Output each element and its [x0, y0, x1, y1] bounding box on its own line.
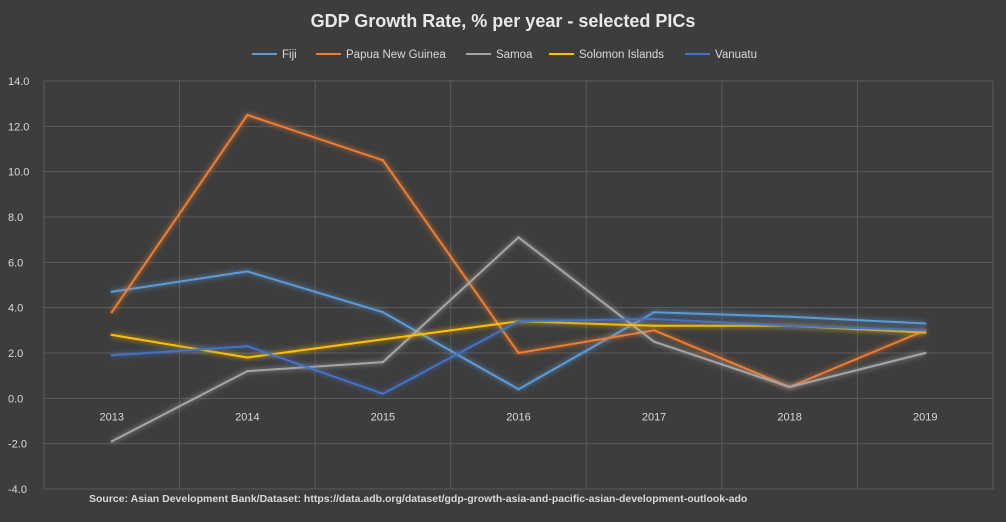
- data-point: [381, 360, 385, 364]
- data-point: [110, 311, 113, 314]
- data-point: [110, 440, 113, 443]
- legend-item: Fiji: [252, 49, 297, 61]
- series-line-fiji: [111, 270, 926, 391]
- data-point: [652, 311, 656, 314]
- legend-label: Solomon Islands: [579, 49, 664, 61]
- data-point: [517, 320, 520, 323]
- data-point: [652, 324, 656, 327]
- data-point: [381, 392, 385, 395]
- gridlines: [43, 80, 994, 490]
- x-tick-label: 2013: [100, 411, 124, 423]
- y-tick-label: 4.0: [8, 303, 23, 315]
- x-tick-label: 2015: [371, 411, 395, 423]
- legend-label: Samoa: [496, 49, 533, 61]
- y-tick-label: 14.0: [8, 76, 29, 88]
- legend-label: Fiji: [282, 49, 297, 61]
- data-point: [517, 388, 520, 391]
- y-tick-label: 0.0: [8, 393, 23, 405]
- data-point: [246, 356, 249, 359]
- data-point: [517, 236, 520, 239]
- data-point: [924, 329, 927, 332]
- data-point: [652, 329, 656, 332]
- legend-item: Samoa: [466, 49, 533, 61]
- y-tick-label: 6.0: [8, 257, 23, 269]
- y-tick-label: 8.0: [8, 212, 23, 224]
- y-tick-label: -4.0: [8, 484, 27, 496]
- series-group: [110, 113, 927, 443]
- x-tick-label: 2018: [777, 411, 801, 423]
- data-point: [110, 333, 113, 337]
- data-point: [924, 351, 927, 355]
- x-tick-label: 2019: [913, 411, 937, 423]
- data-point: [924, 322, 927, 325]
- y-tick-label: 12.0: [8, 121, 29, 133]
- data-point: [788, 385, 791, 389]
- data-point: [381, 338, 385, 341]
- legend-item: Vanuatu: [685, 49, 757, 61]
- legend: Fiji Papua New Guinea Samoa Solomon Islands…: [252, 49, 757, 61]
- data-point: [246, 113, 249, 117]
- data-point: [381, 159, 385, 162]
- data-point: [381, 311, 385, 314]
- legend-item: Papua New Guinea: [316, 49, 446, 61]
- data-point: [246, 369, 249, 373]
- x-tick-label: 2017: [642, 411, 666, 423]
- source-note: Source: Asian Development Bank/Dataset: …: [89, 493, 747, 505]
- y-tick-label: 10.0: [8, 167, 29, 179]
- data-point: [788, 315, 791, 318]
- data-point: [788, 324, 791, 327]
- y-tick-label: -2.0: [8, 439, 27, 451]
- data-point: [652, 340, 656, 343]
- data-point: [110, 290, 113, 293]
- data-point: [246, 345, 249, 348]
- data-point: [246, 270, 249, 273]
- y-tick-label: 2.0: [8, 348, 23, 360]
- x-tick-label: 2014: [235, 411, 259, 423]
- y-axis-ticks: 14.0 12.0 10.0 8.0 6.0 4.0 2.0 0.0 -2.0 -4.0: [8, 76, 29, 496]
- data-point: [110, 354, 113, 357]
- x-tick-label: 2016: [506, 411, 530, 423]
- legend-item: Solomon Islands: [549, 49, 664, 61]
- data-point: [652, 317, 656, 321]
- data-point: [517, 351, 520, 355]
- chart-title: GDP Growth Rate, % per year - selected P…: [311, 11, 696, 31]
- legend-label: Papua New Guinea: [346, 49, 446, 61]
- x-axis-ticks: 2013 2014 2015 2016 2017 2018 2019: [100, 411, 938, 423]
- legend-label: Vanuatu: [715, 49, 757, 61]
- data-point: [924, 331, 927, 334]
